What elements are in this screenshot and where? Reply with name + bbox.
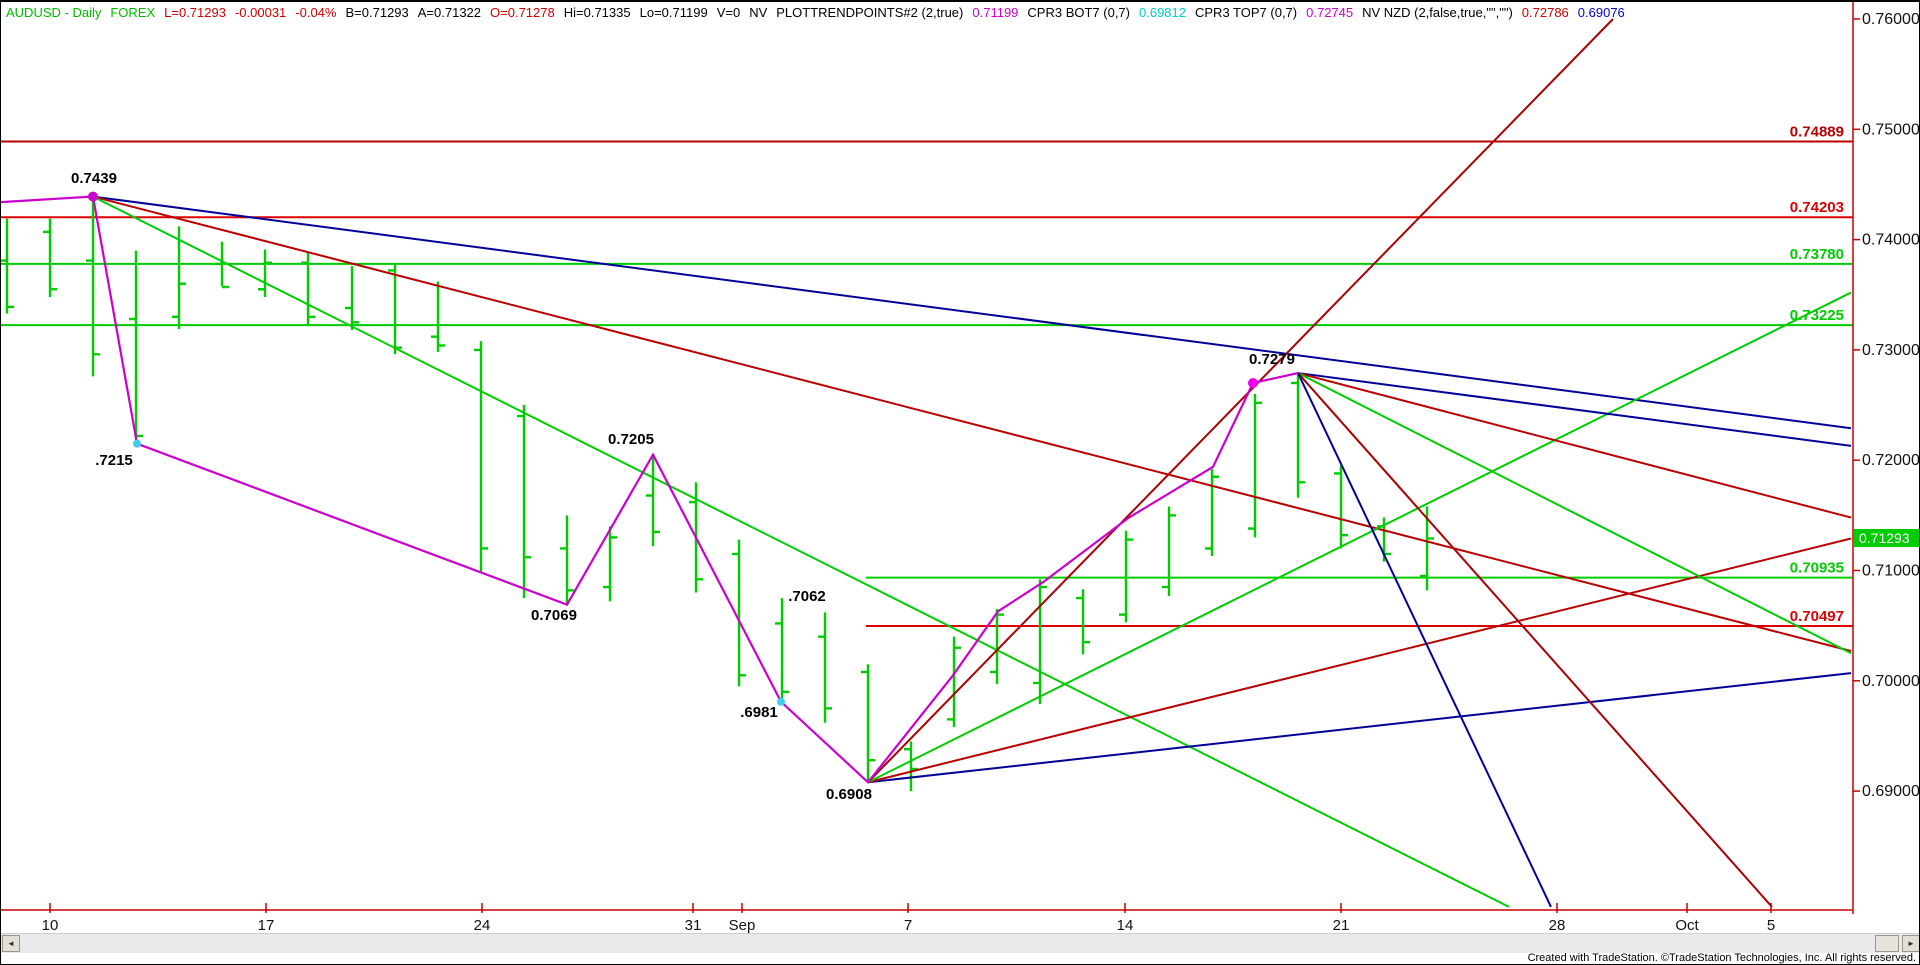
y-axis-label: 0.70000 bbox=[1862, 673, 1919, 690]
horizontal-scrollbar[interactable]: ◄ ► bbox=[1, 933, 1919, 954]
level-label: 0.73780 bbox=[1790, 246, 1844, 263]
header-segment: NV bbox=[749, 5, 768, 20]
swing-label: 0.7205 bbox=[608, 431, 654, 448]
swing-marker bbox=[133, 439, 141, 448]
swing-zigzag bbox=[1, 195, 1299, 784]
swing-label: .7062 bbox=[788, 588, 826, 605]
trend-line bbox=[92, 195, 1510, 908]
header-segment: AUDUSD - Daily bbox=[6, 5, 102, 20]
level-label: 0.70497 bbox=[1790, 608, 1844, 625]
header-segment: PLOTTRENDPOINTS#2 (2,true) bbox=[776, 5, 964, 20]
header-segment: CPR3 BOT7 (0,7) bbox=[1027, 5, 1130, 20]
scrollbar-thumb[interactable] bbox=[1875, 935, 1899, 952]
header-segment: 0.72745 bbox=[1306, 5, 1354, 20]
trend-line bbox=[867, 291, 1852, 784]
header-segment: B=0.71293 bbox=[345, 5, 409, 20]
header-segment: -0.04% bbox=[295, 5, 337, 20]
level-label: 0.73225 bbox=[1790, 307, 1844, 324]
x-axis-label: 24 bbox=[474, 917, 491, 933]
swing-label: .6981 bbox=[740, 704, 778, 721]
y-axis-label: 0.69000 bbox=[1862, 783, 1919, 800]
y-axis-label: 0.72000 bbox=[1862, 452, 1919, 469]
scrollbar-left-arrow-icon[interactable]: ◄ bbox=[2, 935, 20, 952]
header-segment: NV NZD (2,false,true,"","") bbox=[1362, 5, 1513, 20]
y-axis-label: 0.76000 bbox=[1862, 11, 1919, 28]
header-segment: -0.00031 bbox=[234, 5, 287, 20]
header-segment: A=0.71322 bbox=[417, 5, 482, 20]
level-label: 0.74889 bbox=[1790, 124, 1844, 141]
trend-line bbox=[1297, 372, 1852, 447]
x-axis-label: 31 bbox=[685, 917, 702, 933]
header-segment: 0.72786 bbox=[1521, 5, 1569, 20]
swing-label: 0.7069 bbox=[531, 607, 577, 624]
symbol-status-bar: AUDUSD - Daily FOREX L=0.71293 -0.00031 -0.0… bbox=[6, 5, 1849, 25]
price-chart-canvas[interactable]: 0.7439 .7215 0.7069 0.7205 .7062 .6981 0.6908 0… bbox=[1, 2, 1919, 933]
x-axis-label: 28 bbox=[1549, 917, 1566, 933]
x-axis-label: Oct bbox=[1675, 917, 1699, 933]
header-segment: FOREX bbox=[110, 5, 156, 20]
swing-label: 0.7279 bbox=[1249, 351, 1295, 368]
header-segment: CPR3 TOP7 (0,7) bbox=[1195, 5, 1298, 20]
header-segment: 0.69076 bbox=[1577, 5, 1625, 20]
copyright-footer: Created with TradeStation. ©TradeStation… bbox=[1, 953, 1919, 964]
x-axis-label: 14 bbox=[1117, 917, 1134, 933]
swing-label: .7215 bbox=[95, 452, 133, 469]
x-axis-label: 21 bbox=[1333, 917, 1350, 933]
last-price-tag: 0.71293 bbox=[1854, 529, 1919, 547]
header-segment: 0.71199 bbox=[972, 5, 1019, 20]
trend-line bbox=[1297, 372, 1552, 908]
y-axis-label: 0.74000 bbox=[1862, 232, 1919, 249]
x-axis-label: 5 bbox=[1767, 917, 1775, 933]
swing-label: 0.6908 bbox=[826, 786, 872, 803]
y-axis-label: 0.73000 bbox=[1862, 342, 1919, 359]
level-label: 0.74203 bbox=[1790, 199, 1844, 216]
scrollbar-right-arrow-icon[interactable]: ► bbox=[1902, 935, 1919, 952]
y-axis-label: 0.71000 bbox=[1862, 563, 1919, 580]
swing-marker bbox=[777, 697, 785, 706]
header-segment: 0.69812 bbox=[1139, 5, 1186, 20]
header-segment: Hi=0.71335 bbox=[563, 5, 631, 20]
x-axis-label: Sep bbox=[729, 917, 756, 933]
trend-line bbox=[92, 195, 1852, 652]
level-label: 0.70935 bbox=[1790, 560, 1844, 577]
trend-line bbox=[867, 537, 1852, 784]
trend-line bbox=[1297, 372, 1852, 655]
trend-line bbox=[867, 18, 1614, 783]
x-axis-label: 17 bbox=[258, 917, 275, 933]
trend-line bbox=[1297, 372, 1773, 908]
swing-label: 0.7439 bbox=[71, 170, 117, 187]
x-axis-label: 7 bbox=[904, 917, 912, 933]
swing-marker bbox=[1248, 377, 1258, 388]
swing-marker bbox=[88, 191, 98, 202]
header-segment: Lo=0.71199 bbox=[639, 5, 708, 20]
header-segment: L=0.71293 bbox=[164, 5, 226, 20]
y-axis-label: 0.75000 bbox=[1862, 121, 1919, 138]
trend-line bbox=[1297, 372, 1852, 519]
header-segment: V=0 bbox=[716, 5, 741, 20]
trend-line bbox=[92, 195, 1852, 430]
trend-line bbox=[867, 672, 1852, 784]
header-segment: O=0.71278 bbox=[490, 5, 555, 20]
x-axis-label: 10 bbox=[42, 917, 59, 933]
